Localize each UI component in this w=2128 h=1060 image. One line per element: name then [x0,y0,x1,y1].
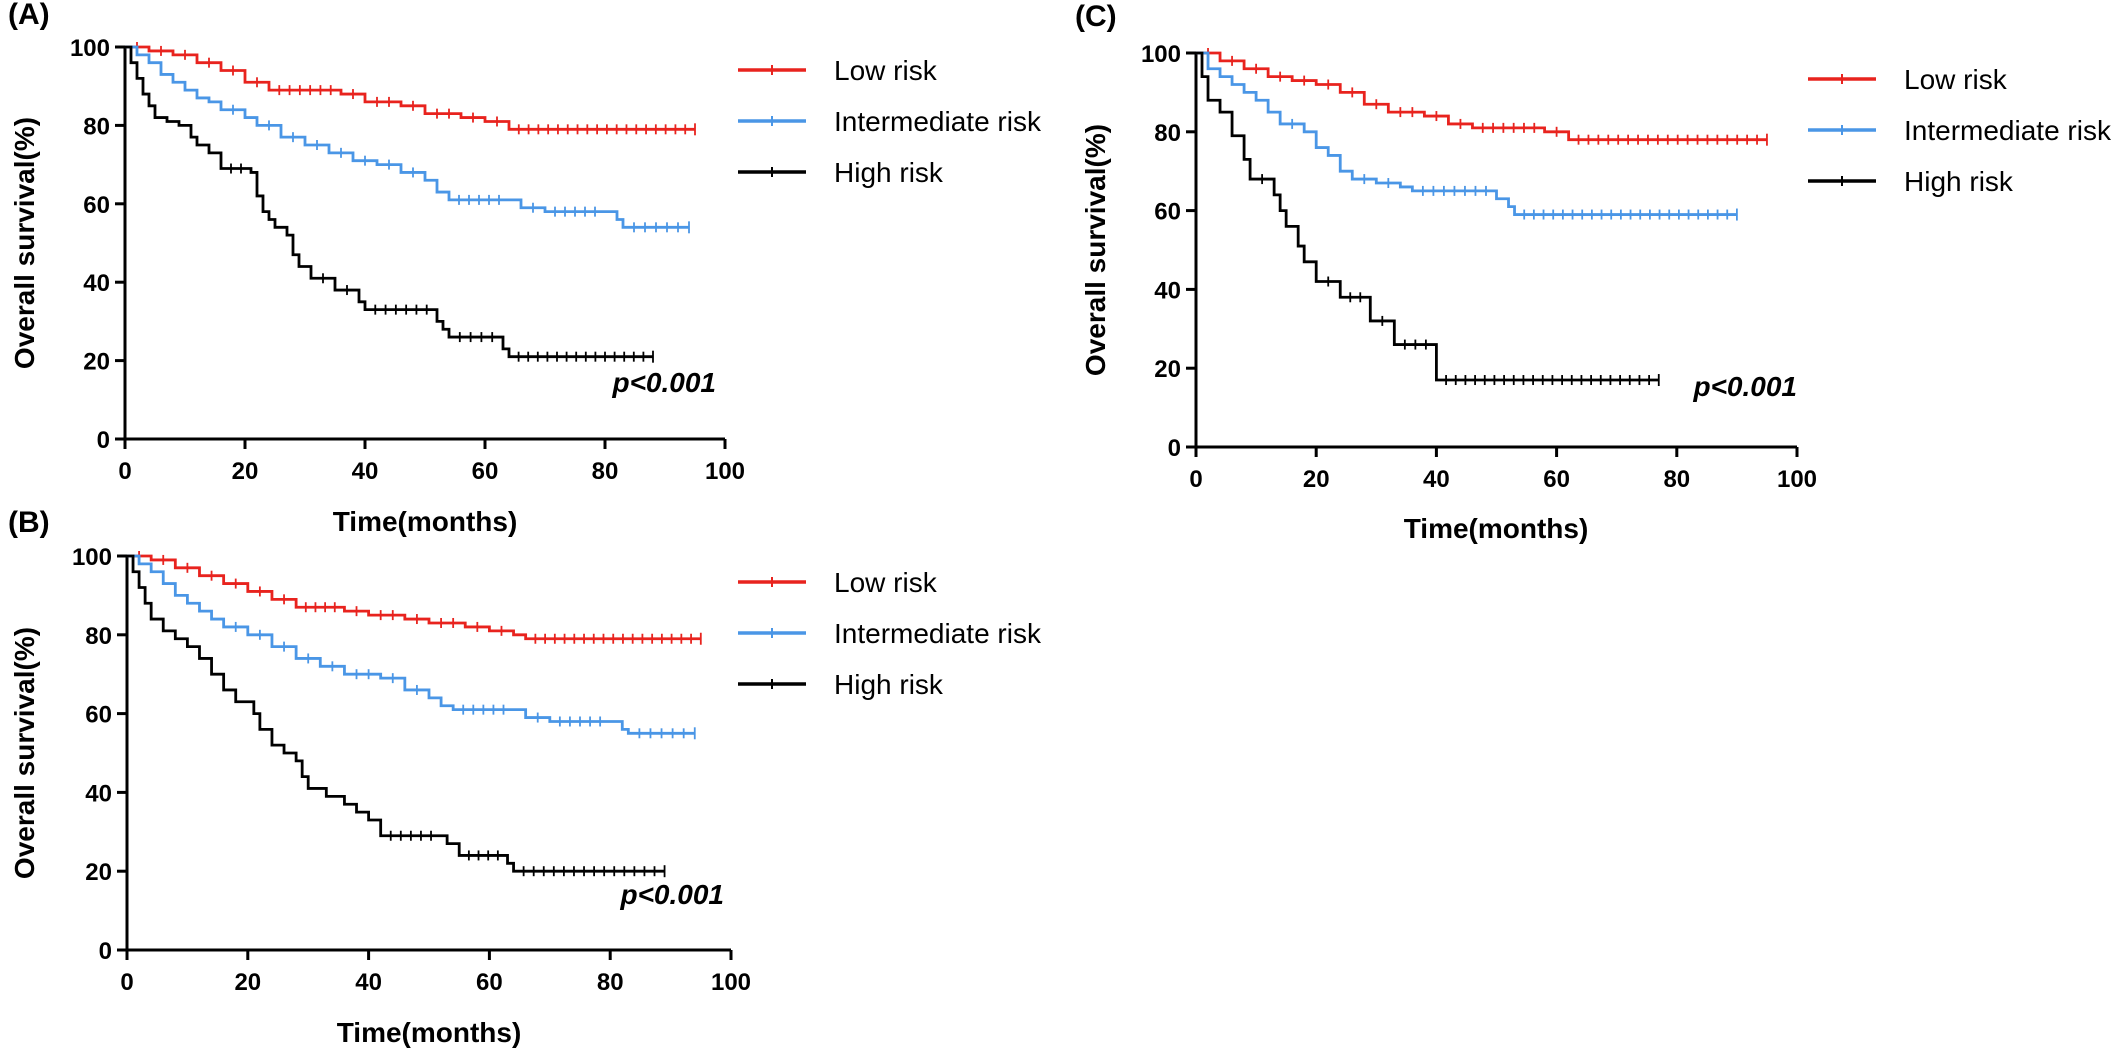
y-tick-label: 0 [97,427,110,454]
legend-label: Intermediate risk [1904,115,2112,146]
y-tick-label: 20 [83,349,110,376]
x-tick-label: 60 [1543,466,1570,493]
panel-label: (A) [8,0,50,31]
x-tick-label: 80 [592,458,619,485]
x-tick-label: 40 [355,969,382,996]
km-curve-intermediate-risk [125,45,689,229]
km-curve-high-risk [1196,51,1659,382]
x-tick-label: 40 [352,458,379,485]
x-tick-label: 20 [232,458,259,485]
legend-label: Intermediate risk [834,618,1042,649]
y-tick-label: 60 [85,702,112,729]
x-tick-label: 0 [1189,466,1202,493]
y-tick-label: 40 [83,270,110,297]
x-tick-label: 60 [476,969,503,996]
panel-label: (B) [8,506,50,539]
y-tick-label: 100 [70,35,110,62]
p-value-annotation: p<0.001 [611,367,716,398]
legend-label: Intermediate risk [834,106,1042,137]
x-tick-label: 80 [597,969,624,996]
x-tick-label: 0 [120,969,133,996]
legend-label: High risk [834,157,944,188]
y-tick-label: 20 [85,859,112,886]
km-curve-intermediate-risk [1196,51,1737,216]
y-tick-label: 20 [1154,356,1181,383]
panel-c: (C) 0 20 40 60 80 100 0 20 40 60 80 100 Time(months) O… [1075,0,2112,544]
p-value-annotation: p<0.001 [1692,371,1797,402]
legend-label: High risk [834,669,944,700]
legend-label: High risk [1904,166,2014,197]
panel-a: (A) 0 20 40 60 80 100 0 20 40 60 80 100 Time(months) O… [8,0,1042,537]
x-axis-title: Time(months) [337,1017,522,1048]
y-tick-label: 100 [72,544,112,571]
y-tick-label: 80 [85,623,112,650]
km-curve-low-risk [1196,51,1767,142]
panel-b: (B) 0 20 40 60 80 100 0 20 40 60 80 100 Time(months) O… [8,506,1042,1048]
km-curve-high-risk [127,554,665,873]
x-tick-label: 100 [1777,466,1817,493]
legend-label: Low risk [834,567,938,598]
x-tick-label: 20 [234,969,261,996]
legend-label: Low risk [834,55,938,86]
x-axis-title: Time(months) [1404,513,1589,544]
y-tick-label: 40 [1154,277,1181,304]
x-tick-label: 40 [1423,466,1450,493]
y-tick-label: 60 [83,192,110,219]
y-tick-label: 60 [1154,199,1181,226]
x-tick-label: 20 [1303,466,1330,493]
x-tick-label: 100 [705,458,745,485]
y-tick-label: 100 [1141,41,1181,68]
y-axis-title: Overall survival(%) [9,117,40,369]
panel-label: (C) [1075,0,1117,33]
y-tick-label: 0 [1168,435,1181,462]
x-tick-label: 100 [711,969,751,996]
legend-label: Low risk [1904,64,2008,95]
y-axis-title: Overall survival(%) [9,627,40,879]
x-tick-label: 0 [118,458,131,485]
x-tick-label: 80 [1663,466,1690,493]
p-value-annotation: p<0.001 [619,879,724,910]
x-axis-title: Time(months) [333,506,518,537]
km-curve-low-risk [125,45,695,131]
y-tick-label: 80 [1154,120,1181,147]
y-tick-label: 0 [99,938,112,965]
km-curve-high-risk [125,45,653,359]
km-curve-low-risk [127,554,701,641]
y-axis-title: Overall survival(%) [1080,124,1111,376]
x-tick-label: 60 [472,458,499,485]
km-curve-intermediate-risk [127,554,695,735]
y-tick-label: 80 [83,113,110,140]
y-tick-label: 40 [85,780,112,807]
